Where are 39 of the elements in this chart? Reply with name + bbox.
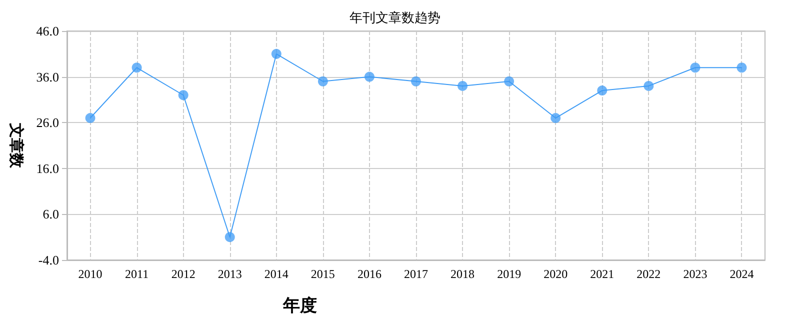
point	[597, 86, 608, 96]
x-tick-label: 2012	[171, 267, 196, 281]
point	[318, 76, 328, 86]
point	[364, 72, 374, 82]
x-tick-label: 2010	[78, 267, 102, 281]
y-tick-label: 16.0	[36, 160, 59, 176]
point	[224, 232, 235, 242]
y-tick-label: -4.0	[38, 252, 59, 268]
x-tick-label: 2016	[357, 267, 382, 281]
point	[550, 113, 561, 124]
x-tick-label: 2017	[404, 267, 428, 281]
point	[644, 80, 654, 91]
point	[411, 76, 421, 86]
point	[736, 62, 747, 73]
x-tick-label: 2024	[730, 267, 754, 281]
point	[271, 48, 282, 59]
x-tick-label: 2015	[310, 267, 335, 281]
x-tick-label: 2011	[125, 267, 149, 281]
point	[132, 62, 142, 73]
x-tick-label: 2019	[497, 267, 522, 281]
y-tick-label: 46.0	[36, 24, 59, 38]
y-axis-title: 文章数	[8, 122, 26, 169]
y-tick-label: 6.0	[42, 206, 59, 222]
point	[458, 80, 468, 91]
x-tick-label: 2023	[683, 267, 708, 281]
x-tick-label: 2020	[544, 267, 568, 281]
x-tick-label: 2014	[264, 267, 288, 281]
point	[178, 90, 188, 100]
x-tick-label: 2021	[590, 267, 614, 281]
y-tick-label: 26.0	[36, 115, 59, 130]
point	[504, 76, 514, 86]
x-tick-label: 2018	[450, 267, 475, 281]
x-tick-label: 2013	[218, 267, 242, 281]
y-tick-label: 36.0	[36, 69, 59, 84]
point	[85, 113, 96, 124]
point	[690, 62, 700, 73]
chart-title: 年刊文章数趋势	[350, 10, 440, 25]
x-tick-label: 2022	[636, 267, 661, 281]
x-axis-title: 年度	[282, 296, 317, 315]
